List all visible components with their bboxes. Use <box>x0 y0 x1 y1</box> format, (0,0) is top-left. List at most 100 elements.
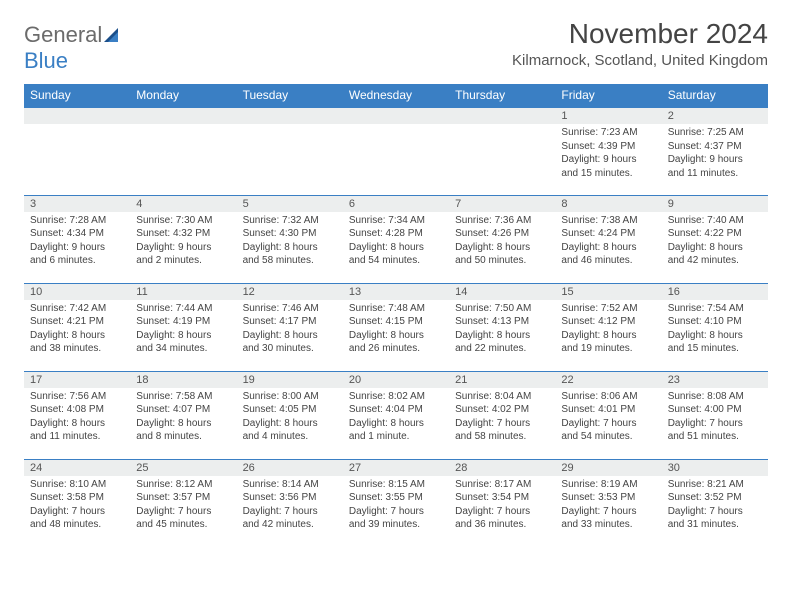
calendar-cell <box>130 107 236 195</box>
sunrise-text: Sunrise: 7:23 AM <box>561 126 655 140</box>
daylight-text: Daylight: 7 hours and 58 minutes. <box>455 417 549 444</box>
day-details: Sunrise: 8:10 AMSunset: 3:58 PMDaylight:… <box>24 476 130 536</box>
sunset-text: Sunset: 4:05 PM <box>243 403 337 417</box>
sunset-text: Sunset: 4:08 PM <box>30 403 124 417</box>
day-details: Sunrise: 7:42 AMSunset: 4:21 PMDaylight:… <box>24 300 130 360</box>
day-details: Sunrise: 7:32 AMSunset: 4:30 PMDaylight:… <box>237 212 343 272</box>
day-details: Sunrise: 8:00 AMSunset: 4:05 PMDaylight:… <box>237 388 343 448</box>
daylight-text: Daylight: 7 hours and 42 minutes. <box>243 505 337 532</box>
day-details: Sunrise: 8:15 AMSunset: 3:55 PMDaylight:… <box>343 476 449 536</box>
sunset-text: Sunset: 4:30 PM <box>243 227 337 241</box>
sunset-text: Sunset: 4:26 PM <box>455 227 549 241</box>
sunset-text: Sunset: 3:56 PM <box>243 491 337 505</box>
daylight-text: Daylight: 9 hours and 2 minutes. <box>136 241 230 268</box>
daylight-text: Daylight: 8 hours and 19 minutes. <box>561 329 655 356</box>
daylight-text: Daylight: 9 hours and 6 minutes. <box>30 241 124 268</box>
sunrise-text: Sunrise: 8:17 AM <box>455 478 549 492</box>
day-details: Sunrise: 7:38 AMSunset: 4:24 PMDaylight:… <box>555 212 661 272</box>
day-details: Sunrise: 7:52 AMSunset: 4:12 PMDaylight:… <box>555 300 661 360</box>
daylight-text: Daylight: 8 hours and 30 minutes. <box>243 329 337 356</box>
daylight-text: Daylight: 9 hours and 11 minutes. <box>668 153 762 180</box>
sunrise-text: Sunrise: 8:00 AM <box>243 390 337 404</box>
day-details: Sunrise: 7:34 AMSunset: 4:28 PMDaylight:… <box>343 212 449 272</box>
sunset-text: Sunset: 3:54 PM <box>455 491 549 505</box>
daylight-text: Daylight: 7 hours and 48 minutes. <box>30 505 124 532</box>
sunrise-text: Sunrise: 7:50 AM <box>455 302 549 316</box>
daylight-text: Daylight: 8 hours and 11 minutes. <box>30 417 124 444</box>
calendar-cell <box>449 107 555 195</box>
day-number: 23 <box>662 372 768 388</box>
calendar-cell: 3Sunrise: 7:28 AMSunset: 4:34 PMDaylight… <box>24 195 130 283</box>
calendar-table: SundayMondayTuesdayWednesdayThursdayFrid… <box>24 84 768 547</box>
sunset-text: Sunset: 4:15 PM <box>349 315 443 329</box>
day-number: 3 <box>24 196 130 212</box>
sunset-text: Sunset: 3:53 PM <box>561 491 655 505</box>
daylight-text: Daylight: 8 hours and 42 minutes. <box>668 241 762 268</box>
sunrise-text: Sunrise: 8:15 AM <box>349 478 443 492</box>
calendar-cell: 8Sunrise: 7:38 AMSunset: 4:24 PMDaylight… <box>555 195 661 283</box>
day-details: Sunrise: 7:58 AMSunset: 4:07 PMDaylight:… <box>130 388 236 448</box>
day-number: 14 <box>449 284 555 300</box>
calendar-cell: 13Sunrise: 7:48 AMSunset: 4:15 PMDayligh… <box>343 283 449 371</box>
day-number: 25 <box>130 460 236 476</box>
sunrise-text: Sunrise: 7:28 AM <box>30 214 124 228</box>
day-details: Sunrise: 7:54 AMSunset: 4:10 PMDaylight:… <box>662 300 768 360</box>
day-header: Monday <box>130 84 236 107</box>
header: General Blue November 2024 Kilmarnock, S… <box>24 18 768 74</box>
daylight-text: Daylight: 8 hours and 58 minutes. <box>243 241 337 268</box>
calendar-cell: 9Sunrise: 7:40 AMSunset: 4:22 PMDaylight… <box>662 195 768 283</box>
day-number: 19 <box>237 372 343 388</box>
day-details: Sunrise: 8:04 AMSunset: 4:02 PMDaylight:… <box>449 388 555 448</box>
daylight-text: Daylight: 8 hours and 4 minutes. <box>243 417 337 444</box>
day-number: 1 <box>555 108 661 124</box>
calendar-page: General Blue November 2024 Kilmarnock, S… <box>0 0 792 547</box>
calendar-cell <box>237 107 343 195</box>
sunrise-text: Sunrise: 7:54 AM <box>668 302 762 316</box>
day-header-row: SundayMondayTuesdayWednesdayThursdayFrid… <box>24 84 768 107</box>
sunrise-text: Sunrise: 7:34 AM <box>349 214 443 228</box>
day-number <box>449 108 555 124</box>
day-details: Sunrise: 7:30 AMSunset: 4:32 PMDaylight:… <box>130 212 236 272</box>
daylight-text: Daylight: 7 hours and 31 minutes. <box>668 505 762 532</box>
calendar-cell: 19Sunrise: 8:00 AMSunset: 4:05 PMDayligh… <box>237 371 343 459</box>
sunset-text: Sunset: 3:58 PM <box>30 491 124 505</box>
sunrise-text: Sunrise: 7:56 AM <box>30 390 124 404</box>
sunrise-text: Sunrise: 7:52 AM <box>561 302 655 316</box>
calendar-cell: 30Sunrise: 8:21 AMSunset: 3:52 PMDayligh… <box>662 459 768 547</box>
sunrise-text: Sunrise: 8:08 AM <box>668 390 762 404</box>
calendar-head: SundayMondayTuesdayWednesdayThursdayFrid… <box>24 84 768 107</box>
day-header: Wednesday <box>343 84 449 107</box>
sunrise-text: Sunrise: 8:19 AM <box>561 478 655 492</box>
calendar-cell: 23Sunrise: 8:08 AMSunset: 4:00 PMDayligh… <box>662 371 768 459</box>
sunset-text: Sunset: 4:21 PM <box>30 315 124 329</box>
calendar-cell: 22Sunrise: 8:06 AMSunset: 4:01 PMDayligh… <box>555 371 661 459</box>
day-header: Saturday <box>662 84 768 107</box>
calendar-cell: 20Sunrise: 8:02 AMSunset: 4:04 PMDayligh… <box>343 371 449 459</box>
day-details: Sunrise: 8:08 AMSunset: 4:00 PMDaylight:… <box>662 388 768 448</box>
calendar-cell: 6Sunrise: 7:34 AMSunset: 4:28 PMDaylight… <box>343 195 449 283</box>
daylight-text: Daylight: 8 hours and 50 minutes. <box>455 241 549 268</box>
calendar-cell: 28Sunrise: 8:17 AMSunset: 3:54 PMDayligh… <box>449 459 555 547</box>
day-details: Sunrise: 7:56 AMSunset: 4:08 PMDaylight:… <box>24 388 130 448</box>
day-number <box>237 108 343 124</box>
day-number: 12 <box>237 284 343 300</box>
sunrise-text: Sunrise: 7:44 AM <box>136 302 230 316</box>
day-number: 15 <box>555 284 661 300</box>
daylight-text: Daylight: 8 hours and 38 minutes. <box>30 329 124 356</box>
day-number: 26 <box>237 460 343 476</box>
calendar-cell: 5Sunrise: 7:32 AMSunset: 4:30 PMDaylight… <box>237 195 343 283</box>
sunset-text: Sunset: 3:57 PM <box>136 491 230 505</box>
calendar-cell: 16Sunrise: 7:54 AMSunset: 4:10 PMDayligh… <box>662 283 768 371</box>
calendar-week-row: 3Sunrise: 7:28 AMSunset: 4:34 PMDaylight… <box>24 195 768 283</box>
calendar-cell: 12Sunrise: 7:46 AMSunset: 4:17 PMDayligh… <box>237 283 343 371</box>
calendar-cell: 2Sunrise: 7:25 AMSunset: 4:37 PMDaylight… <box>662 107 768 195</box>
daylight-text: Daylight: 8 hours and 54 minutes. <box>349 241 443 268</box>
day-number <box>343 108 449 124</box>
day-details: Sunrise: 7:40 AMSunset: 4:22 PMDaylight:… <box>662 212 768 272</box>
calendar-cell: 7Sunrise: 7:36 AMSunset: 4:26 PMDaylight… <box>449 195 555 283</box>
sunrise-text: Sunrise: 8:21 AM <box>668 478 762 492</box>
page-title: November 2024 <box>512 18 768 50</box>
day-details: Sunrise: 7:44 AMSunset: 4:19 PMDaylight:… <box>130 300 236 360</box>
sunset-text: Sunset: 4:00 PM <box>668 403 762 417</box>
calendar-cell: 4Sunrise: 7:30 AMSunset: 4:32 PMDaylight… <box>130 195 236 283</box>
